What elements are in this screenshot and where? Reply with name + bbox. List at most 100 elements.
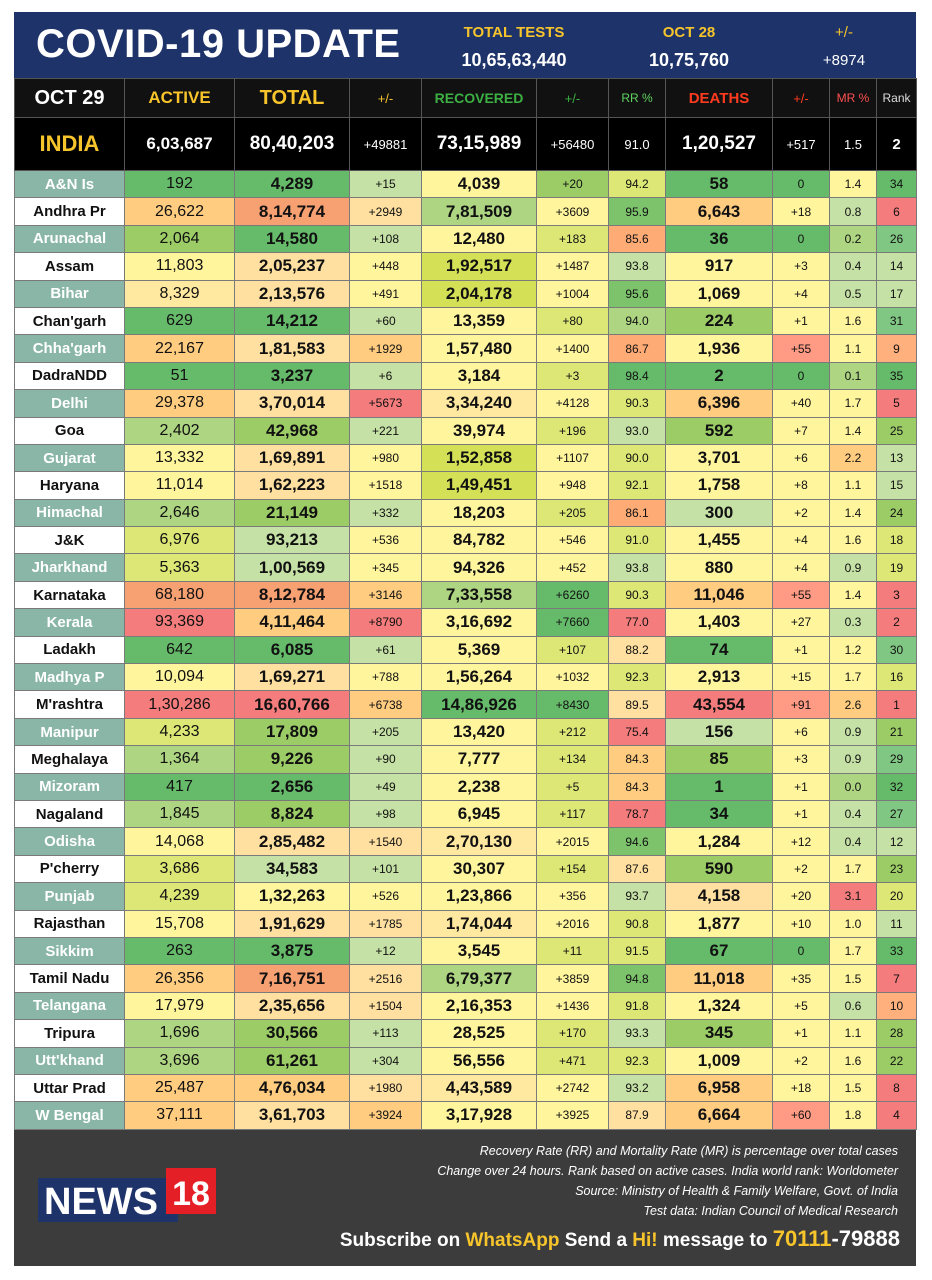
state-name: Punjab — [14, 882, 125, 911]
deaths-change: +4 — [772, 553, 830, 582]
recovered-header: RECOVERED — [421, 78, 537, 118]
deaths: 67 — [665, 936, 773, 966]
total-change: +345 — [349, 553, 422, 582]
deaths: 11,018 — [665, 964, 773, 993]
recovered-change: +212 — [536, 717, 609, 747]
total-tests-value: 10,65,63,440 — [461, 50, 567, 70]
deaths: 345 — [665, 1019, 773, 1048]
rank: 19 — [876, 553, 917, 582]
total-change: +61 — [349, 635, 422, 665]
india-rank: 2 — [876, 117, 917, 171]
total-cases: 1,00,569 — [234, 553, 350, 582]
hi-text: Hi! — [632, 1230, 658, 1251]
logo-text: NEWS — [44, 1181, 158, 1223]
deaths-change: +1 — [772, 306, 830, 336]
state-name: Ladakh — [14, 635, 125, 665]
table-row: Sikkim 263 3,875 +12 3,545 +11 91.5 67 0 1.7 33 — [14, 936, 917, 966]
deaths-change: 0 — [772, 169, 830, 199]
recovered-change: +1004 — [536, 279, 609, 308]
deaths-change: +6 — [772, 717, 830, 747]
state-name: Assam — [14, 252, 125, 281]
deaths: 917 — [665, 252, 773, 281]
recovered-cases: 30,307 — [421, 854, 537, 884]
state-name: Madhya P — [14, 663, 125, 692]
recovered-cases: 1,56,264 — [421, 663, 537, 692]
recovered-change: +6260 — [536, 580, 609, 610]
recovered-cases: 13,359 — [421, 306, 537, 336]
column-header-row: OCT 29 ACTIVE TOTAL +/- RECOVERED +/- RR… — [14, 78, 917, 118]
deaths-change: +4 — [772, 526, 830, 555]
total-cases: 4,76,034 — [234, 1073, 350, 1103]
rank: 25 — [876, 416, 917, 445]
recovered-cases: 1,57,480 — [421, 334, 537, 363]
recovery-rate: 93.2 — [608, 1073, 666, 1103]
total-change: +332 — [349, 498, 422, 528]
state-name: Goa — [14, 416, 125, 445]
mortality-rate: 0.1 — [829, 361, 877, 391]
rank: 17 — [876, 279, 917, 308]
deaths: 6,396 — [665, 389, 773, 418]
state-name: Sikkim — [14, 936, 125, 966]
active-cases: 2,646 — [124, 498, 235, 528]
mortality-rate: 1.0 — [829, 909, 877, 938]
active-cases: 4,233 — [124, 717, 235, 747]
total-change: +113 — [349, 1019, 422, 1048]
recovery-rate: 98.4 — [608, 361, 666, 391]
active-cases: 11,014 — [124, 471, 235, 500]
active-cases: 1,845 — [124, 799, 235, 829]
active-cases: 10,094 — [124, 663, 235, 692]
table-row: Karnataka 68,180 8,12,784 +3146 7,33,558 +626… — [14, 580, 917, 610]
footnote-rates: Recovery Rate (RR) and Mortality Rate (M… — [479, 1144, 898, 1158]
active-cases: 68,180 — [124, 580, 235, 610]
recovered-change: +546 — [536, 526, 609, 555]
table-row: Nagaland 1,845 8,824 +98 6,945 +117 78.7 34 +1 0.… — [14, 799, 917, 829]
recovered-change: +4128 — [536, 389, 609, 418]
total-cases: 6,085 — [234, 635, 350, 665]
total-change: +6738 — [349, 690, 422, 719]
total-cases: 2,35,656 — [234, 991, 350, 1021]
total-cases: 3,61,703 — [234, 1101, 350, 1130]
recovery-rate: 85.6 — [608, 224, 666, 254]
active-cases: 26,622 — [124, 197, 235, 226]
mortality-rate: 1.7 — [829, 389, 877, 418]
deaths: 58 — [665, 169, 773, 199]
total-cases: 21,149 — [234, 498, 350, 528]
rr-header: RR % — [608, 78, 666, 118]
rank: 16 — [876, 663, 917, 692]
total-cases: 7,16,751 — [234, 964, 350, 993]
phone-part-a: 70111 — [772, 1226, 832, 1251]
active-cases: 13,332 — [124, 443, 235, 473]
rank: 9 — [876, 334, 917, 363]
recovered-cases: 4,43,589 — [421, 1073, 537, 1103]
recovered-change: +205 — [536, 498, 609, 528]
rank: 23 — [876, 854, 917, 884]
active-cases: 1,364 — [124, 745, 235, 774]
state-name: Himachal — [14, 498, 125, 528]
deaths-change: +2 — [772, 498, 830, 528]
deaths: 300 — [665, 498, 773, 528]
active-cases: 29,378 — [124, 389, 235, 418]
footer: NEWS 18 Recovery Rate (RR) and Mortality… — [14, 1136, 916, 1266]
table-row: Ladakh 642 6,085 +61 5,369 +107 88.2 74 +1 1.2 30 — [14, 635, 917, 665]
deaths: 2 — [665, 361, 773, 391]
recovery-rate: 90.8 — [608, 909, 666, 938]
mortality-rate: 0.4 — [829, 252, 877, 281]
table-row: Meghalaya 1,364 9,226 +90 7,777 +134 84.3 85 +3 0… — [14, 745, 917, 774]
recovered-change: +3609 — [536, 197, 609, 226]
mortality-rate: 1.6 — [829, 526, 877, 555]
deaths-change: +60 — [772, 1101, 830, 1130]
recovered-cases: 3,34,240 — [421, 389, 537, 418]
total-cases: 61,261 — [234, 1046, 350, 1075]
mortality-rate: 1.4 — [829, 498, 877, 528]
total-change: +980 — [349, 443, 422, 473]
active-cases: 1,30,286 — [124, 690, 235, 719]
active-cases: 17,979 — [124, 991, 235, 1021]
total-tests-label: TOTAL TESTS — [463, 24, 565, 41]
deaths: 1,877 — [665, 909, 773, 938]
page-title: COVID-19 UPDATE — [36, 22, 401, 66]
recovered-change: +948 — [536, 471, 609, 500]
recovered-cases: 5,369 — [421, 635, 537, 665]
deaths-change: +3 — [772, 252, 830, 281]
mr-header: MR % — [829, 78, 877, 118]
total-change: +90 — [349, 745, 422, 774]
